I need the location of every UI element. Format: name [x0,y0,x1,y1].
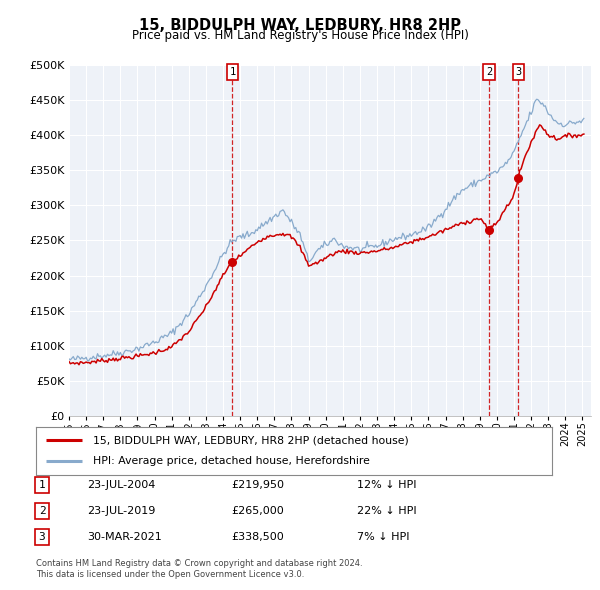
Text: 2: 2 [486,67,492,77]
Text: 22% ↓ HPI: 22% ↓ HPI [357,506,416,516]
Text: 23-JUL-2004: 23-JUL-2004 [87,480,155,490]
Text: Contains HM Land Registry data © Crown copyright and database right 2024.: Contains HM Land Registry data © Crown c… [36,559,362,568]
Text: This data is licensed under the Open Government Licence v3.0.: This data is licensed under the Open Gov… [36,571,304,579]
Text: 30-MAR-2021: 30-MAR-2021 [87,532,162,542]
Text: £265,000: £265,000 [231,506,284,516]
Text: 3: 3 [515,67,521,77]
Text: Price paid vs. HM Land Registry's House Price Index (HPI): Price paid vs. HM Land Registry's House … [131,30,469,42]
Text: 23-JUL-2019: 23-JUL-2019 [87,506,155,516]
Text: 2: 2 [38,506,46,516]
Text: 3: 3 [38,532,46,542]
Text: 1: 1 [229,67,236,77]
Text: £338,500: £338,500 [231,532,284,542]
Text: HPI: Average price, detached house, Herefordshire: HPI: Average price, detached house, Here… [93,457,370,467]
Text: 15, BIDDULPH WAY, LEDBURY, HR8 2HP (detached house): 15, BIDDULPH WAY, LEDBURY, HR8 2HP (deta… [93,435,409,445]
Text: 1: 1 [38,480,46,490]
Text: 12% ↓ HPI: 12% ↓ HPI [357,480,416,490]
Text: 7% ↓ HPI: 7% ↓ HPI [357,532,409,542]
Text: £219,950: £219,950 [231,480,284,490]
Text: 15, BIDDULPH WAY, LEDBURY, HR8 2HP: 15, BIDDULPH WAY, LEDBURY, HR8 2HP [139,18,461,32]
